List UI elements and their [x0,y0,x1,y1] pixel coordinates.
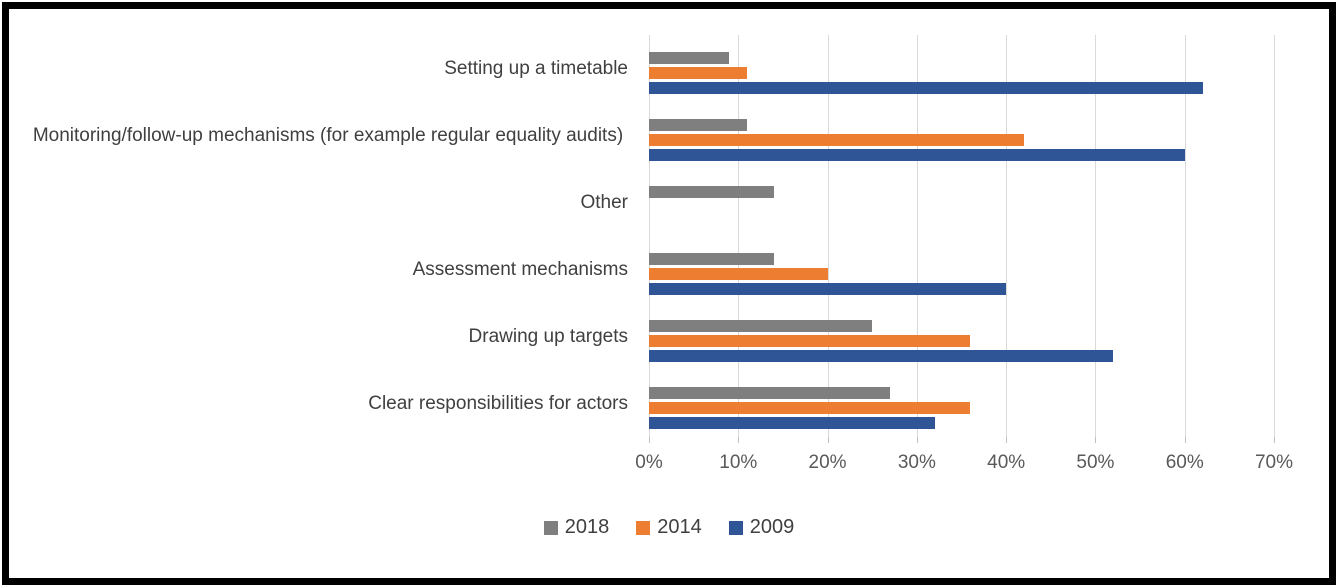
gridline [1095,35,1097,437]
axis-tick [1184,437,1186,443]
category-axis-labels: Setting up a timetable Monitoring/follow-… [28,35,628,437]
gridline [916,35,918,437]
bar-2009 [649,417,935,429]
legend-label: 2009 [749,516,795,538]
category-label: Setting up a timetable [444,57,628,79]
bar-2014 [649,402,971,414]
bar-2018 [649,119,748,131]
value-axis-tick-label: 30% [897,452,936,473]
value-axis-tick-label: 10% [719,452,758,473]
axis-tick [1006,437,1008,443]
category-label: Clear responsibilities for actors [368,392,628,414]
value-axis-tick-label: 70% [1254,452,1294,473]
value-axis-tick-label: 50% [1076,452,1115,473]
gridline [1274,35,1275,437]
category-label: Other [580,191,628,213]
bar-group [649,35,1274,102]
bar-2009 [649,149,1185,161]
bar-2014 [649,67,748,79]
gridline [827,35,829,437]
axis-tick [827,437,829,443]
value-axis-tick-label: 0% [635,452,663,473]
bar-group [649,303,1274,370]
legend-swatch-icon [636,520,651,535]
value-axis-tick-label: 20% [808,452,847,473]
bar-2018 [649,186,774,198]
gridline [1184,35,1186,437]
bar-2014 [649,335,971,347]
axis-tick [649,437,650,443]
legend-label: 2014 [657,516,702,538]
bar-2014 [649,268,828,280]
value-axis-labels: 0% 10% 20% 30% 40% 50% 60% 70% [635,452,1293,476]
legend-swatch-icon [543,520,558,535]
category-label: Drawing up targets [468,325,628,347]
axis-tick [738,437,740,443]
bar-2018 [649,387,891,399]
bar-2009 [649,350,1114,362]
bar-group [649,102,1274,169]
bar-group [649,236,1274,303]
category-label: Assessment mechanisms [412,258,628,280]
legend-item-2014: 2014 [636,516,702,539]
plot-area [649,35,1275,443]
bar-2018 [649,320,873,332]
value-axis-tick-label: 60% [1165,452,1204,473]
axis-tick [1095,437,1097,443]
bar-2009 [649,283,1007,295]
legend-item-2018: 2018 [543,516,610,539]
gridline [738,35,740,437]
bar-2014 [649,134,1024,146]
axis-tick [1274,437,1275,443]
axis-tick [916,437,918,443]
legend-swatch-icon [728,520,743,535]
bar-2009 [649,82,1203,94]
bar-2018 [649,52,730,64]
category-label: Monitoring/follow-up mechanisms (for exa… [32,124,624,146]
chart-legend: 2018 2014 2009 [0,516,1338,539]
bar-2018 [649,253,774,265]
gridline [1006,35,1008,437]
bar-group [649,370,1274,437]
bar-group [649,169,1274,236]
legend-item-2009: 2009 [728,516,795,539]
legend-label: 2018 [564,516,610,538]
gridline [649,35,650,437]
value-axis-tick-label: 40% [987,452,1026,473]
